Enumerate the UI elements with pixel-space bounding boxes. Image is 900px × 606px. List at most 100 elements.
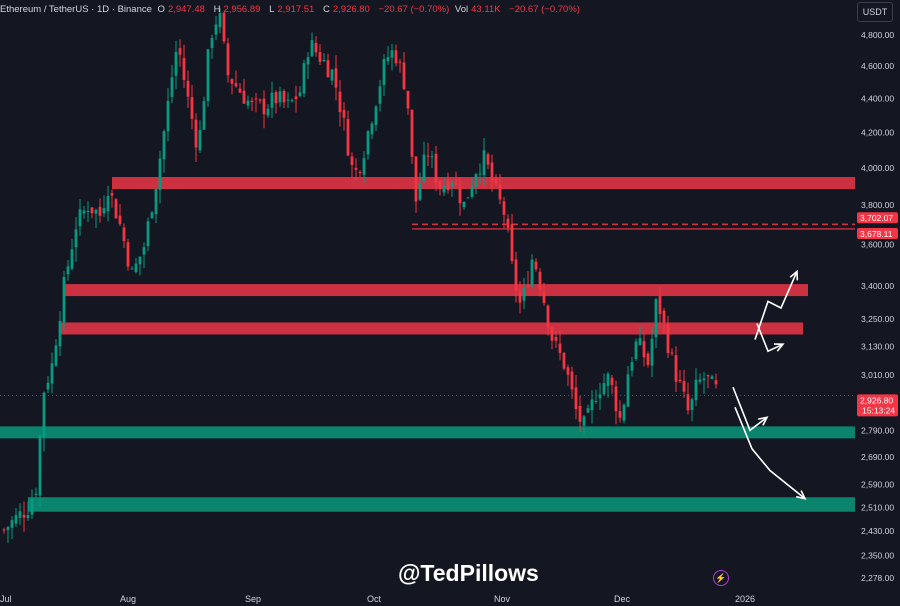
candle-body-7 — [30, 498, 34, 515]
candle-body-9 — [38, 435, 42, 496]
candle-body-149 — [598, 394, 602, 399]
candle-body-62 — [250, 100, 254, 102]
candle-body-96 — [386, 57, 390, 62]
candle-body-116 — [466, 197, 470, 199]
candle-body-101 — [406, 90, 410, 109]
candle-body-18 — [74, 229, 78, 248]
candle-body-104 — [418, 183, 422, 200]
candle-body-136 — [546, 305, 550, 327]
y-tick-label-13: 2,590.00 — [861, 479, 894, 489]
candle-body-66 — [266, 108, 270, 116]
candle-body-150 — [602, 383, 606, 395]
candle-body-155 — [622, 404, 626, 421]
candle-body-129 — [518, 292, 522, 303]
candle-body-8 — [34, 494, 38, 496]
projection-arrowhead-3 — [796, 490, 807, 500]
candle-body-99 — [398, 61, 402, 63]
candle-body-112 — [450, 182, 454, 187]
candle-body-22 — [90, 207, 94, 214]
candle-body-30 — [122, 227, 126, 241]
candle-body-67 — [270, 92, 274, 108]
projection-arrowhead-1 — [773, 343, 785, 352]
candle-body-120 — [482, 150, 486, 176]
x-tick-label-0: Jul — [0, 594, 12, 604]
candle-body-45 — [182, 58, 186, 80]
candle-body-61 — [246, 100, 250, 106]
candle-body-4 — [18, 511, 22, 518]
candle-body-138 — [554, 336, 558, 341]
candle-body-165 — [662, 310, 666, 323]
candle-body-159 — [638, 338, 642, 345]
candle-body-26 — [106, 196, 110, 212]
candle-body-133 — [534, 261, 538, 270]
candle-body-151 — [606, 373, 610, 386]
candle-body-119 — [478, 173, 482, 175]
candle-body-28 — [114, 199, 118, 219]
price-tag-label-1: 3,678.11 — [860, 229, 893, 239]
candle-body-54 — [218, 13, 222, 28]
candle-body-24 — [98, 206, 102, 216]
projection-path-1 — [756, 323, 784, 353]
candle-body-162 — [650, 338, 654, 366]
y-tick-label-0: 4,800.00 — [861, 30, 894, 40]
candle-body-106 — [426, 155, 430, 157]
candle-body-87 — [350, 156, 354, 165]
price-axis — [855, 0, 900, 606]
candle-body-15 — [62, 277, 66, 323]
candle-body-0 — [2, 529, 6, 531]
projection-path-2 — [732, 386, 768, 432]
candle-body-100 — [402, 62, 406, 90]
candle-body-140 — [562, 352, 566, 369]
candle-body-5 — [22, 514, 26, 518]
candle-body-117 — [470, 186, 474, 197]
candle-body-132 — [530, 259, 534, 287]
open-value: 2,947.48 — [167, 4, 205, 15]
candle-body-176 — [706, 375, 710, 377]
resistance-zone-1 — [63, 284, 808, 297]
candle-body-82 — [330, 69, 334, 81]
candle-body-74 — [298, 92, 302, 97]
candle-body-72 — [290, 99, 294, 101]
x-tick-label-2: Sep — [245, 594, 261, 604]
y-tick-label-5: 3,800.00 — [861, 200, 894, 210]
candle-body-158 — [634, 341, 638, 359]
y-tick-label-6: 3,600.00 — [861, 240, 894, 250]
currency-selector-button[interactable]: USDT — [857, 2, 893, 22]
candle-body-38 — [154, 188, 158, 215]
candle-body-2 — [10, 520, 14, 528]
candle-body-44 — [178, 48, 182, 55]
candle-body-174 — [698, 379, 702, 382]
candle-body-171 — [686, 394, 690, 411]
candle-body-123 — [494, 177, 498, 184]
candle-body-13 — [54, 345, 58, 366]
y-tick-label-14: 2,510.00 — [861, 502, 894, 512]
candle-body-161 — [646, 353, 650, 365]
y-tick-label-11: 2,790.00 — [861, 425, 894, 435]
candle-body-51 — [206, 49, 210, 101]
candle-body-60 — [242, 90, 246, 104]
candle-body-21 — [86, 211, 90, 213]
lightning-icon[interactable]: ⚡ — [713, 570, 729, 586]
candle-body-167 — [670, 352, 674, 354]
candle-body-40 — [162, 131, 166, 160]
candle-body-154 — [618, 411, 622, 418]
price-tag-label-2: 2,926.80 — [860, 395, 893, 405]
candle-body-169 — [678, 379, 682, 382]
candle-body-125 — [502, 201, 506, 215]
candle-body-85 — [342, 110, 346, 118]
symbol-title: Ethereum / TetherUS · 1D · Binance — [0, 4, 152, 15]
candle-body-160 — [642, 341, 646, 358]
candle-body-29 — [118, 215, 122, 224]
high-value: 2,956.89 — [223, 4, 261, 15]
y-tick-label-15: 2,430.00 — [861, 526, 894, 536]
candle-body-113 — [454, 183, 458, 185]
change-value: −20.67 (−0.70%) — [378, 4, 450, 15]
candle-body-110 — [442, 185, 446, 193]
candle-body-118 — [474, 174, 478, 187]
resistance-zone-2 — [60, 322, 803, 335]
y-tick-label-7: 3,400.00 — [861, 281, 894, 291]
candle-body-68 — [274, 92, 278, 104]
y-tick-label-8: 3,250.00 — [861, 314, 894, 324]
candle-body-127 — [510, 224, 514, 262]
